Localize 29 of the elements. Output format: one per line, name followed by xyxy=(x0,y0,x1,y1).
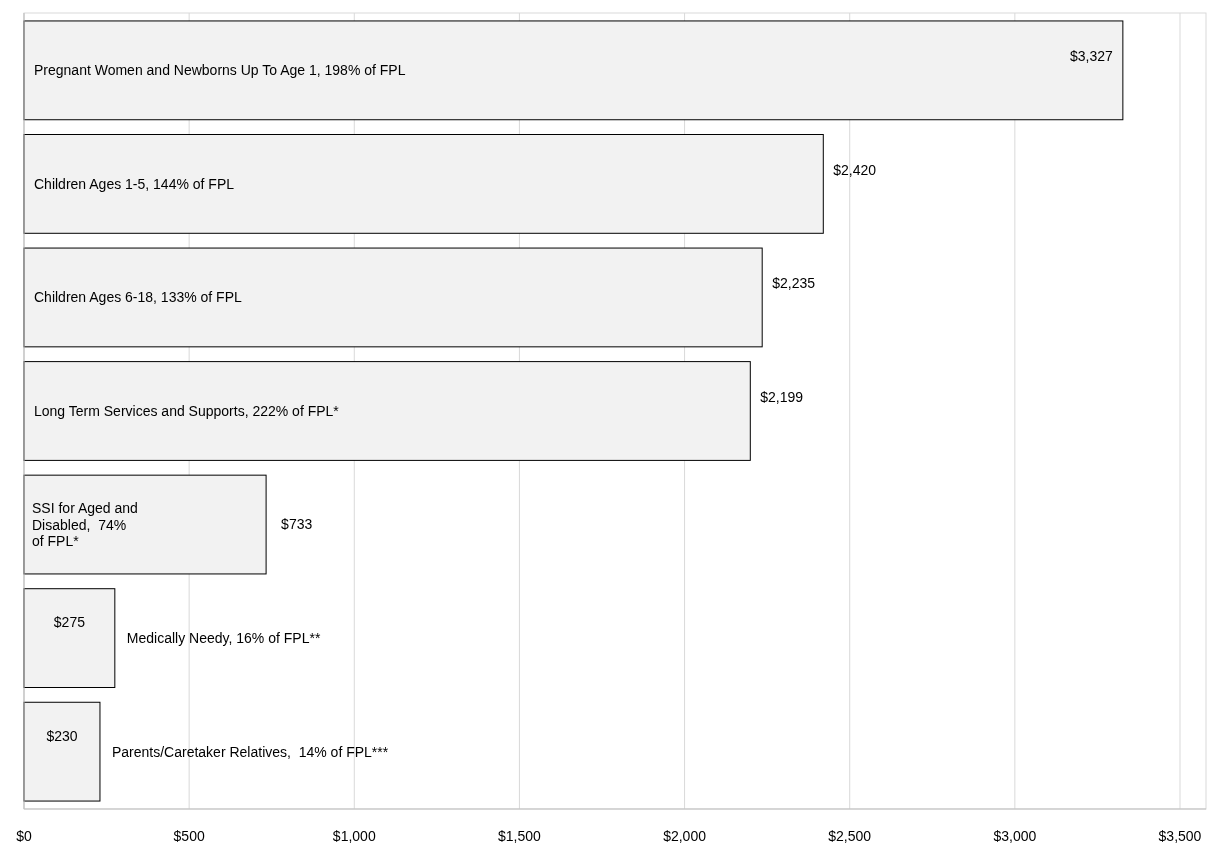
data-label: $2,235 xyxy=(772,275,816,292)
bar xyxy=(23,134,824,234)
data-label: $2,199 xyxy=(760,388,804,405)
bar xyxy=(23,361,751,461)
x-tick-label: $3,000 xyxy=(993,828,1037,844)
bar xyxy=(23,701,101,802)
x-tick-label: $1,000 xyxy=(332,828,376,844)
y-tick-label: SSI for Aged and Disabled, 74% of FPL* xyxy=(32,500,138,549)
data-label: $733 xyxy=(281,516,313,533)
data-label: $3,327 xyxy=(1070,48,1114,65)
x-tick-label: $3,500 xyxy=(1158,828,1202,844)
bar xyxy=(23,247,763,348)
data-label: $2,420 xyxy=(833,161,877,178)
y-tick-label: Long Term Services and Supports, 222% of FPL* xyxy=(34,402,340,419)
y-tick-label: Pregnant Women and Newborns Up To Age 1, 198% of FPL xyxy=(34,62,406,79)
y-tick-label: Medically Needy, 16% of FPL** xyxy=(126,630,321,646)
x-tick-label: $2,000 xyxy=(663,828,707,844)
y-tick-label: Children Ages 6-18, 133% of FPL xyxy=(34,289,243,306)
x-tick-label: $2,500 xyxy=(828,828,872,844)
x-tick-label: $1,500 xyxy=(498,828,542,844)
y-tick-label: Parents/Caretaker Relatives, 14% of FPL*** xyxy=(111,743,389,760)
data-label: $230 xyxy=(46,727,78,744)
x-tick-label: $500 xyxy=(173,828,205,844)
bar xyxy=(23,588,116,688)
bar xyxy=(23,20,1124,121)
bar xyxy=(23,474,267,575)
data-label: $275 xyxy=(53,614,86,630)
x-tick-label: $0 xyxy=(16,828,32,844)
y-tick-label: Children Ages 1-5, 144% of FPL xyxy=(34,175,235,192)
